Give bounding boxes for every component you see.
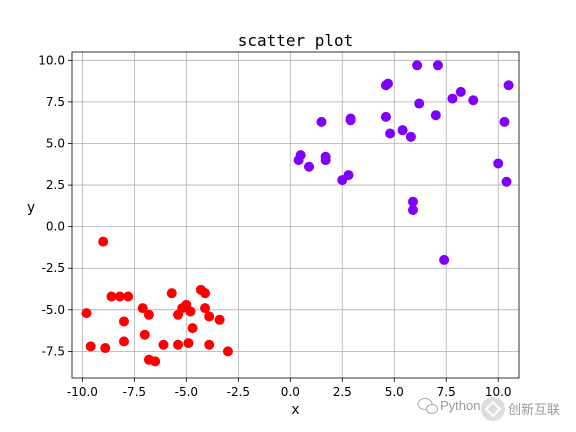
- y-tick-label: 7.5: [46, 95, 65, 109]
- y-axis-label: y: [27, 200, 35, 216]
- scatter-point: [137, 303, 148, 314]
- brand-logo-icon: [481, 397, 505, 421]
- x-tick-label: 7.5: [437, 385, 456, 399]
- scatter-point: [430, 110, 441, 121]
- watermark-text: Python: [440, 398, 480, 413]
- scatter-point: [114, 291, 125, 302]
- scatter-point: [185, 306, 196, 317]
- scatter-point: [407, 196, 418, 207]
- scatter-point: [295, 150, 306, 161]
- scatter-point: [150, 356, 161, 367]
- x-tick-label: -10.0: [67, 385, 98, 399]
- x-tick-label: 0.0: [281, 385, 300, 399]
- wechat-icon: [417, 398, 438, 414]
- x-axis-label: x: [291, 402, 299, 418]
- scatter-point: [106, 291, 117, 302]
- scatter-point: [100, 343, 111, 354]
- scatter-point: [139, 329, 150, 340]
- scatter-point: [123, 291, 134, 302]
- scatter-point: [200, 288, 211, 299]
- scatter-point: [397, 125, 408, 136]
- scatter-point: [81, 308, 92, 319]
- scatter-point: [493, 158, 504, 169]
- scatter-point: [405, 131, 416, 142]
- x-tick-label: 2.5: [333, 385, 352, 399]
- scatter-point: [118, 336, 129, 347]
- brand-text: 创新互联: [508, 402, 560, 417]
- scatter-point: [143, 309, 154, 320]
- x-tick-label: 5.0: [385, 385, 404, 399]
- y-tick-label: -5.0: [42, 303, 65, 317]
- scatter-point: [85, 341, 96, 352]
- scatter-point: [385, 128, 396, 139]
- watermark: Python 创新互联: [417, 397, 560, 421]
- chart-title: scatter plot: [238, 31, 354, 50]
- data-points: [81, 60, 514, 367]
- scatter-point: [439, 254, 450, 265]
- x-tick-label: -5.0: [175, 385, 198, 399]
- scatter-point: [222, 346, 233, 357]
- plot-frame: [71, 51, 520, 379]
- y-tick-label: 2.5: [46, 178, 65, 192]
- scatter-point: [414, 98, 425, 109]
- x-tick-label: -7.5: [123, 385, 146, 399]
- y-tick-label: 5.0: [46, 136, 65, 150]
- scatter-point: [383, 78, 394, 89]
- scatter-point: [499, 116, 510, 127]
- scatter-point: [316, 116, 327, 127]
- scatter-point: [380, 111, 391, 122]
- scatter-point: [447, 93, 458, 104]
- scatter-point: [166, 288, 177, 299]
- scatter-point: [432, 60, 443, 71]
- scatter-point: [204, 311, 215, 322]
- scatter-point: [343, 170, 354, 181]
- y-tick-label: -7.5: [42, 344, 65, 358]
- scatter-point: [118, 316, 129, 327]
- scatter-point: [304, 161, 315, 172]
- scatter-point: [98, 236, 109, 247]
- x-tick-label: -2.5: [227, 385, 250, 399]
- scatter-point: [214, 314, 225, 325]
- scatter-point: [200, 303, 211, 314]
- y-tick-label: 0.0: [46, 220, 65, 234]
- scatter-point: [501, 176, 512, 187]
- scatter-point: [320, 155, 331, 166]
- y-tick-label: 10.0: [38, 53, 65, 67]
- scatter-point: [407, 205, 418, 216]
- x-tick-label: 10.0: [485, 385, 512, 399]
- axis-ticks: -10.0 -7.5 -5.0 -2.5 0.0 2.5 5.0 7.5 10.0 -7.5 -5.…: [38, 53, 511, 399]
- scatter-point: [204, 339, 215, 350]
- scatter-point: [455, 86, 466, 97]
- scatter-point: [158, 339, 169, 350]
- scatter-point: [345, 115, 356, 126]
- scatter-point: [177, 303, 188, 314]
- scatter-point: [187, 323, 198, 334]
- y-tick-label: -2.5: [42, 261, 65, 275]
- scatter-point: [468, 95, 479, 106]
- scatter-point: [412, 60, 423, 71]
- scatter-point: [173, 339, 184, 350]
- scatter-point: [503, 80, 514, 91]
- scatter-point: [183, 338, 194, 349]
